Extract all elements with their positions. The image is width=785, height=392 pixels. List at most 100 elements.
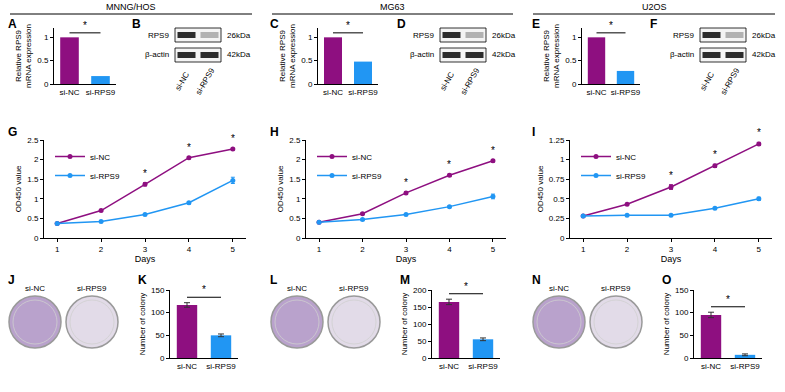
svg-text:4: 4: [713, 245, 718, 254]
svg-text:42kDa: 42kDa: [752, 50, 776, 59]
svg-text:D: D: [397, 17, 406, 31]
svg-text:U2OS: U2OS: [642, 2, 667, 12]
svg-text:0.25: 0.25: [549, 214, 565, 223]
svg-text:si-NC: si-NC: [701, 362, 721, 371]
svg-text:0: 0: [560, 234, 565, 243]
svg-text:0: 0: [684, 354, 689, 363]
svg-text:M: M: [400, 273, 410, 287]
svg-text:2.5: 2.5: [27, 136, 39, 145]
svg-text:Number of colony: Number of colony: [662, 293, 671, 356]
svg-text:*: *: [202, 284, 206, 295]
svg-text:0: 0: [34, 234, 39, 243]
svg-text:*: *: [447, 159, 451, 170]
svg-text:E: E: [532, 17, 540, 31]
svg-text:1: 1: [560, 155, 565, 164]
svg-text:si-NC: si-NC: [549, 284, 569, 293]
svg-text:si-NC: si-NC: [616, 153, 636, 162]
svg-text:4: 4: [187, 245, 192, 254]
svg-text:Relative RPS9mRNA expression: Relative RPS9mRNA expression: [14, 24, 33, 88]
svg-text:100: 100: [675, 308, 689, 317]
svg-text:1: 1: [296, 195, 301, 204]
svg-text:42kDa: 42kDa: [227, 50, 251, 59]
svg-text:I: I: [532, 125, 535, 139]
svg-text:26kDa: 26kDa: [492, 31, 516, 40]
svg-text:0: 0: [422, 354, 427, 363]
svg-text:si-RPS9: si-RPS9: [206, 362, 236, 371]
svg-text:1: 1: [317, 245, 322, 254]
svg-text:0: 0: [44, 80, 49, 89]
svg-text:G: G: [8, 125, 17, 139]
svg-text:Days: Days: [661, 254, 682, 264]
svg-text:si-NC: si-NC: [323, 88, 343, 97]
svg-text:0.5: 0.5: [553, 195, 565, 204]
svg-text:si-NC: si-NC: [438, 70, 456, 92]
svg-text:Days: Days: [135, 254, 156, 264]
svg-text:OD450 value: OD450 value: [14, 165, 23, 212]
svg-text:*: *: [757, 127, 761, 138]
svg-text:*: *: [726, 294, 730, 305]
svg-text:si-RPS9: si-RPS9: [611, 88, 641, 97]
svg-text:N: N: [532, 273, 541, 287]
svg-text:1: 1: [581, 245, 586, 254]
svg-text:RPS9: RPS9: [413, 31, 434, 40]
svg-text:si-RPS9: si-RPS9: [468, 362, 498, 371]
svg-text:1: 1: [44, 33, 49, 42]
svg-text:*: *: [713, 149, 717, 160]
svg-text:*: *: [669, 170, 673, 181]
svg-text:O: O: [662, 273, 671, 287]
svg-text:50: 50: [155, 331, 164, 340]
svg-text:1.25: 1.25: [549, 136, 565, 145]
svg-text:si-RPS9: si-RPS9: [730, 362, 760, 371]
svg-text:RPS9: RPS9: [673, 31, 694, 40]
svg-text:*: *: [491, 145, 495, 156]
svg-text:*: *: [187, 142, 191, 153]
svg-text:1: 1: [55, 245, 60, 254]
svg-text:150: 150: [151, 286, 165, 295]
svg-text:K: K: [138, 273, 147, 287]
svg-text:150: 150: [413, 303, 427, 312]
svg-text:*: *: [231, 133, 235, 144]
svg-text:*: *: [83, 20, 87, 31]
svg-text:J: J: [8, 273, 15, 287]
svg-text:*: *: [143, 168, 147, 179]
svg-text:si-NC: si-NC: [587, 88, 607, 97]
svg-text:5: 5: [231, 245, 236, 254]
svg-text:Relative RPS9mRNA expression: Relative RPS9mRNA expression: [542, 24, 561, 88]
svg-text:3: 3: [404, 245, 409, 254]
svg-text:si-NC: si-NC: [177, 362, 197, 371]
svg-text:5: 5: [491, 245, 496, 254]
svg-text:1: 1: [572, 33, 577, 42]
svg-text:0: 0: [296, 234, 301, 243]
svg-text:si-RPS9: si-RPS9: [616, 172, 646, 181]
svg-text:50: 50: [679, 331, 688, 340]
svg-text:si-NC: si-NC: [90, 153, 110, 162]
svg-text:si-NC: si-NC: [439, 362, 459, 371]
svg-text:RPS9: RPS9: [148, 31, 169, 40]
svg-text:3: 3: [669, 245, 674, 254]
svg-text:si-RPS9: si-RPS9: [348, 88, 378, 97]
svg-text:2: 2: [99, 245, 104, 254]
svg-text:MG63: MG63: [380, 2, 405, 12]
svg-text:100: 100: [151, 308, 165, 317]
svg-text:OD450 value: OD450 value: [536, 165, 545, 212]
svg-text:si-RPS9: si-RPS9: [601, 284, 631, 293]
svg-text:β-actin: β-actin: [410, 50, 434, 59]
svg-text:2: 2: [360, 245, 365, 254]
svg-text:H: H: [270, 125, 279, 139]
svg-text:si-RPS9: si-RPS9: [90, 172, 120, 181]
svg-text:42kDa: 42kDa: [492, 50, 516, 59]
svg-text:0.5: 0.5: [301, 56, 313, 65]
svg-text:Relative RPS9mRNA expression: Relative RPS9mRNA expression: [278, 24, 297, 88]
svg-text:4: 4: [447, 245, 452, 254]
svg-text:si-RPS9: si-RPS9: [352, 172, 382, 181]
svg-text:5: 5: [757, 245, 762, 254]
svg-text:si-RPS9: si-RPS9: [339, 284, 369, 293]
svg-text:*: *: [404, 177, 408, 188]
svg-text:si-NC: si-NC: [352, 153, 372, 162]
svg-text:1: 1: [34, 195, 39, 204]
svg-text:1.5: 1.5: [289, 175, 301, 184]
svg-text:si-NC: si-NC: [698, 70, 716, 92]
svg-text:1: 1: [308, 33, 313, 42]
svg-text:0.5: 0.5: [27, 214, 39, 223]
svg-text:si-NC: si-NC: [60, 88, 80, 97]
